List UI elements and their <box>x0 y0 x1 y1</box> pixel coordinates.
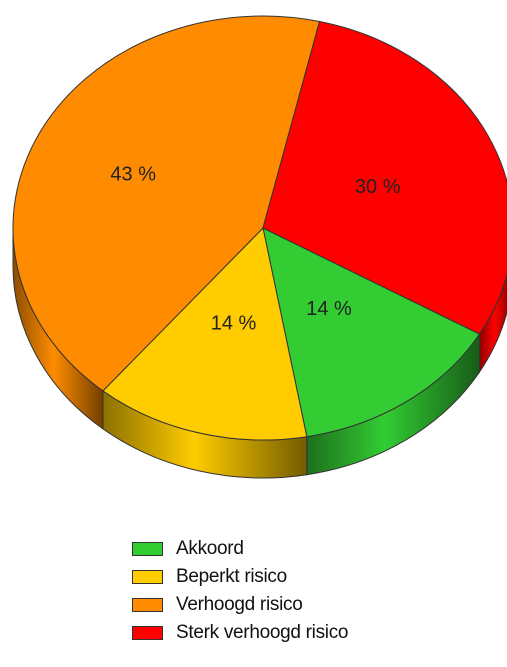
legend-item-verhoogd-risico: Verhoogd risico <box>132 591 502 619</box>
pie-slice-sterk-verhoogd-risico <box>262 20 507 335</box>
pie-slice-verhoogd-risico <box>12 15 321 392</box>
legend-label-verhoogd-risico: Verhoogd risico <box>176 594 303 615</box>
legend-label-akkoord: Akkoord <box>176 538 244 559</box>
legend-label-beperkt-risico: Beperkt risico <box>176 566 287 587</box>
legend-item-akkoord: Akkoord <box>132 535 502 563</box>
legend-swatch-akkoord <box>132 542 163 556</box>
legend-swatch-verhoogd-risico <box>132 598 163 612</box>
pie-slice-akkoord <box>262 227 481 438</box>
slice-label-verhoogd-risico: 43 % <box>110 163 156 185</box>
legend-label-sterk-verhoogd-risico: Sterk verhoogd risico <box>176 622 349 643</box>
legend-item-beperkt-risico: Beperkt risico <box>132 563 502 591</box>
legend-item-sterk-verhoogd-risico: Sterk verhoogd risico <box>132 619 502 647</box>
slice-label-beperkt-risico: 14 % <box>211 312 257 334</box>
legend-swatch-beperkt-risico <box>132 570 163 584</box>
chart-legend: Akkoord Beperkt risico Verhoogd risico S… <box>132 535 502 647</box>
pie-side-sterk-verhoogd-risico <box>479 272 507 374</box>
legend-swatch-sterk-verhoogd-risico <box>132 626 163 640</box>
pie-chart: 14 % 14 % 43 % 30 % <box>12 15 507 479</box>
pie-slice-beperkt-risico <box>102 226 308 441</box>
slice-label-sterk-verhoogd-risico: 30 % <box>355 176 401 198</box>
slice-label-akkoord: 14 % <box>306 298 352 320</box>
